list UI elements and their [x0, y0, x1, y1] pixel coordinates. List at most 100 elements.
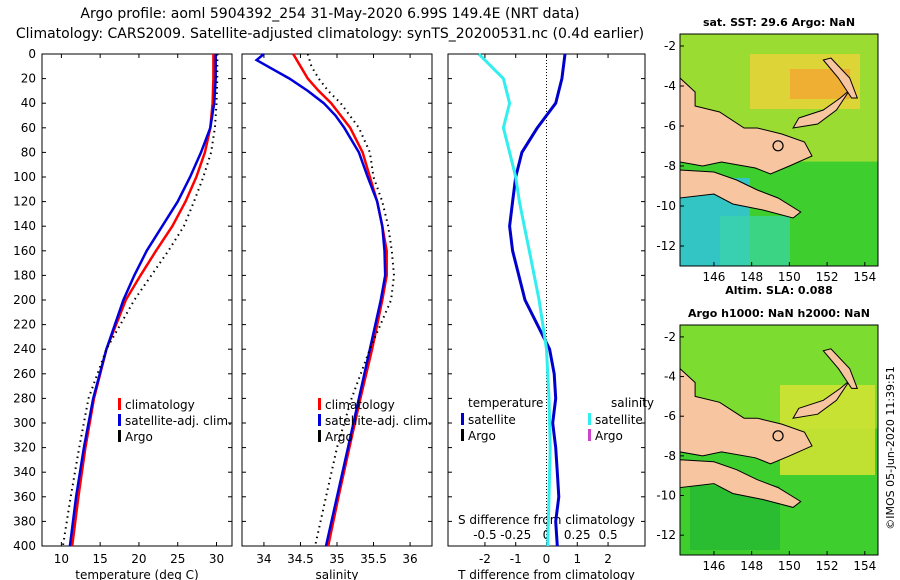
landmass-new-ireland — [822, 348, 859, 389]
legend-label: Argo — [125, 430, 153, 444]
depth-tick-label: 180 — [13, 268, 36, 282]
x-tick-label: 1 — [573, 552, 581, 566]
depth-tick-label: 40 — [21, 96, 36, 110]
x-tick-label: -1 — [510, 552, 522, 566]
legend-swatch — [318, 414, 321, 426]
x-tick-label: 20 — [131, 552, 146, 566]
chart-panel-difference: -2 -1 0 1 2 T difference from climatology S di… — [447, 52, 654, 580]
depth-tick-label: 400 — [13, 539, 36, 553]
landmass-new-ireland — [822, 57, 859, 99]
depth-tick-label: 80 — [21, 145, 36, 159]
depth-tick-label: 20 — [21, 72, 36, 86]
map-y-tick-label: -6 — [664, 409, 676, 423]
map-x-tick-label: 152 — [816, 559, 839, 573]
x2-tick-label: 0.5 — [599, 528, 618, 542]
map-x-tick-label: 152 — [816, 270, 839, 284]
map-y-tick-label: -10 — [656, 199, 676, 213]
map-x-tick-label: 148 — [740, 270, 763, 284]
depth-tick-label: 380 — [13, 514, 36, 528]
x-tick-label: 2 — [604, 552, 612, 566]
legend-label: Argo — [595, 429, 623, 443]
chart-panel-temperature: 10 15 20 25 30 temperature (deg C) climatology… — [41, 53, 233, 580]
depth-tick-label: 360 — [13, 490, 36, 504]
legend-label: Argo — [325, 430, 353, 444]
landmass-new-britain — [792, 89, 851, 129]
map-title: Argo h1000: NaN h2000: NaN — [688, 307, 870, 320]
legend-heading-salinity: salinity — [611, 396, 654, 410]
map-bottom: 146 148 150 152 154 -2 -4 -6 -8 -10 -12 Argo h1000:… — [656, 307, 879, 573]
chart-title-line1: Argo profile: aoml 5904392_254 31-May-20… — [80, 6, 580, 22]
depth-tick-label: 280 — [13, 391, 36, 405]
depth-tick-label: 220 — [13, 318, 36, 332]
plot-frame — [241, 53, 433, 547]
chart-panel-salinity: 34 34.5 35 35.5 36 salinity climatology satelli… — [241, 53, 433, 580]
map-y-tick-label: -12 — [656, 239, 676, 253]
map-y-tick-label: -10 — [656, 489, 676, 503]
map-y-tick-label: -2 — [664, 330, 676, 344]
depth-tick-label: 60 — [21, 121, 36, 135]
legend-label: satellite — [595, 413, 643, 427]
legend-swatch — [318, 430, 321, 442]
map-y-tick-label: -12 — [656, 528, 676, 542]
legend-label: satellite — [468, 413, 516, 427]
landmass-new-britain — [792, 380, 851, 419]
map-y-tick-label: -4 — [664, 79, 676, 93]
x-tick-label: 30 — [209, 552, 224, 566]
x2-tick-label: -0.25 — [500, 528, 531, 542]
series-line-satellite-adj-clim- — [254, 53, 387, 547]
depth-tick-label: 320 — [13, 441, 36, 455]
series-line-salinity-satellite — [477, 52, 552, 547]
map-top: 146 148 150 152 154 -2 -4 -6 -8 -10 -12 sat. SST: 2… — [656, 16, 879, 297]
legend-swatch — [461, 429, 464, 441]
x-tick-label: 0 — [543, 552, 551, 566]
legend-label: Argo — [468, 429, 496, 443]
x-tick-label: 15 — [93, 552, 108, 566]
x-axis-label: salinity — [315, 568, 358, 580]
legend-heading-temperature: temperature — [468, 396, 543, 410]
landmass-papuan-peninsula — [679, 459, 802, 508]
map-x-tick-label: 146 — [702, 270, 725, 284]
depth-tick-label: 160 — [13, 244, 36, 258]
map-x-tick-label: 154 — [853, 270, 876, 284]
series-line-argo — [61, 54, 219, 547]
depth-tick-label: 0 — [28, 47, 36, 61]
depth-tick-label: 200 — [13, 293, 36, 307]
legend-label: satellite-adj. clim. — [125, 414, 232, 428]
map-x-tick-label: 150 — [778, 559, 801, 573]
x-axis-label: temperature (deg C) — [75, 568, 198, 580]
map-x-tick-label: 146 — [702, 559, 725, 573]
legend-label: climatology — [325, 398, 395, 412]
x2-tick-label: 0.25 — [564, 528, 591, 542]
map-title: sat. SST: 29.6 Argo: NaN — [703, 16, 855, 29]
x2-tick-label: -0.5 — [473, 528, 496, 542]
map-y-tick-label: -4 — [664, 370, 676, 384]
map-sla-label: Altim. SLA: 0.088 — [725, 284, 832, 297]
map-frame — [679, 324, 879, 556]
depth-tick-label: 100 — [13, 170, 36, 184]
map-x-tick-label: 154 — [853, 559, 876, 573]
x-tick-label: 25 — [170, 552, 185, 566]
x-tick-label: 34.5 — [287, 552, 314, 566]
credit-text: ©IMOS 05-Jun-2020 11:39:51 — [884, 366, 897, 530]
x-tick-label: 34 — [256, 552, 271, 566]
legend-swatch — [588, 429, 591, 441]
depth-tick-label: 140 — [13, 219, 36, 233]
map-field-cool — [720, 216, 790, 266]
x-tick-label: -2 — [479, 552, 491, 566]
legend-label: satellite-adj. clim. — [325, 414, 432, 428]
landmass-papuan-peninsula — [679, 169, 802, 219]
map-y-tick-label: -6 — [664, 119, 676, 133]
legend-swatch — [318, 398, 321, 410]
x-tick-label: 36 — [402, 552, 417, 566]
x-axis-label-salinity: S difference from climatology — [458, 513, 635, 527]
series-line-satellite-adj-clim- — [68, 54, 217, 547]
legend-swatch — [588, 413, 591, 425]
depth-tick-label: 260 — [13, 367, 36, 381]
x-tick-label: 10 — [54, 552, 69, 566]
map-y-tick-label: -8 — [664, 449, 676, 463]
depth-tick-label: 300 — [13, 416, 36, 430]
x-axis-label: T difference from climatology — [457, 568, 635, 580]
legend-swatch — [118, 398, 121, 410]
legend-label: climatology — [125, 398, 195, 412]
